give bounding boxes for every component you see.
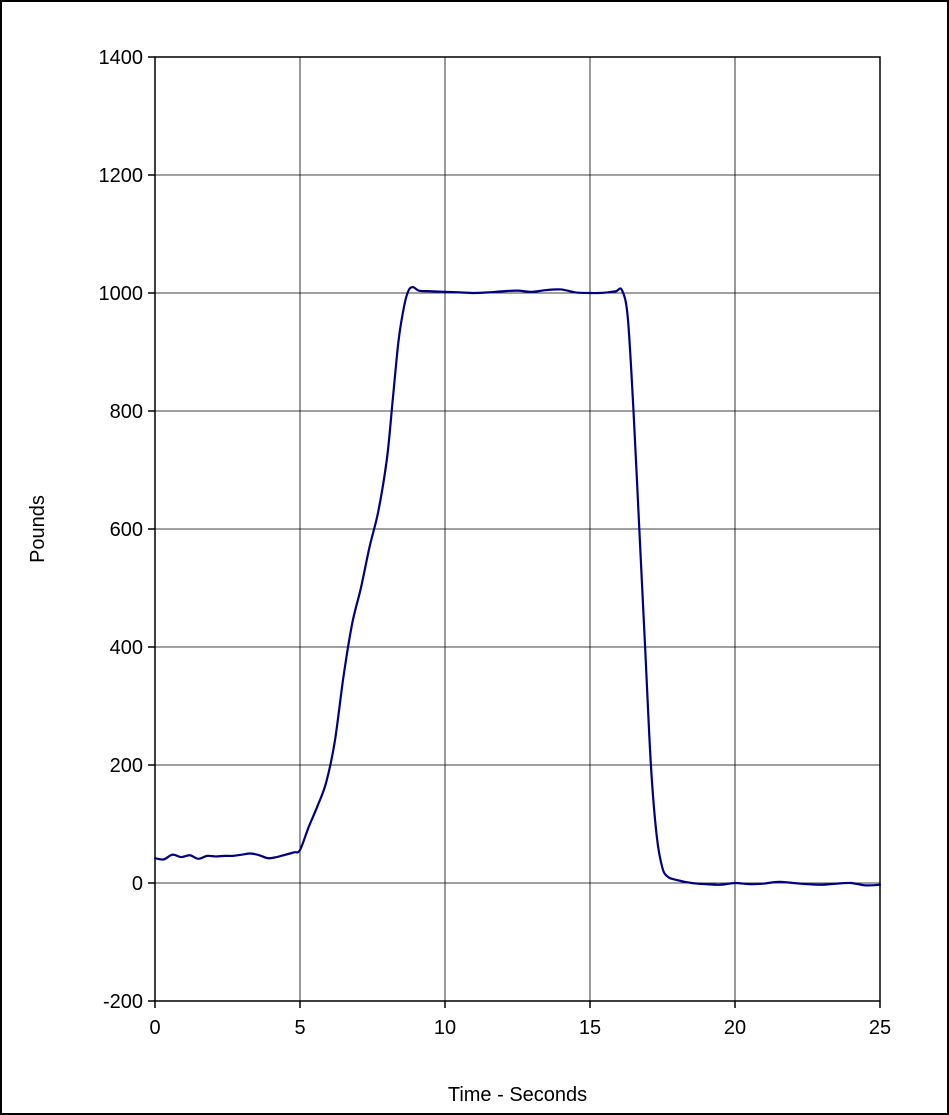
x-axis-label: Time - Seconds <box>448 1084 587 1106</box>
y-tick-label-6: 1000 <box>99 283 144 305</box>
series-line <box>153 285 882 887</box>
y-tick-label-2: 200 <box>110 755 143 777</box>
y-tick-label-7: 1200 <box>99 165 144 187</box>
x-tick-label-4: 20 <box>724 1017 746 1039</box>
x-tick-label-0: 0 <box>149 1017 160 1039</box>
x-tick-label-5: 25 <box>869 1017 891 1039</box>
y-tick-label-1: 0 <box>132 873 143 895</box>
x-tick-label-2: 10 <box>434 1017 456 1039</box>
y-tick-label-3: 400 <box>110 637 143 659</box>
y-tick-label-4: 600 <box>110 519 143 541</box>
x-axis-tick-labels: 0 5 10 15 20 25 <box>149 1017 891 1039</box>
y-axis-label: Pounds <box>27 495 49 563</box>
y-tick-label-5: 800 <box>110 401 143 423</box>
x-tick-label-1: 5 <box>294 1017 305 1039</box>
y-tick-label-0: -200 <box>103 991 143 1013</box>
y-tick-label-8: 1400 <box>99 47 144 69</box>
y-axis-tick-labels: -200 0 200 400 600 800 1000 1200 1400 <box>99 47 144 1013</box>
x-tick-label-3: 15 <box>579 1017 601 1039</box>
plot-area-frame <box>154 56 881 1002</box>
